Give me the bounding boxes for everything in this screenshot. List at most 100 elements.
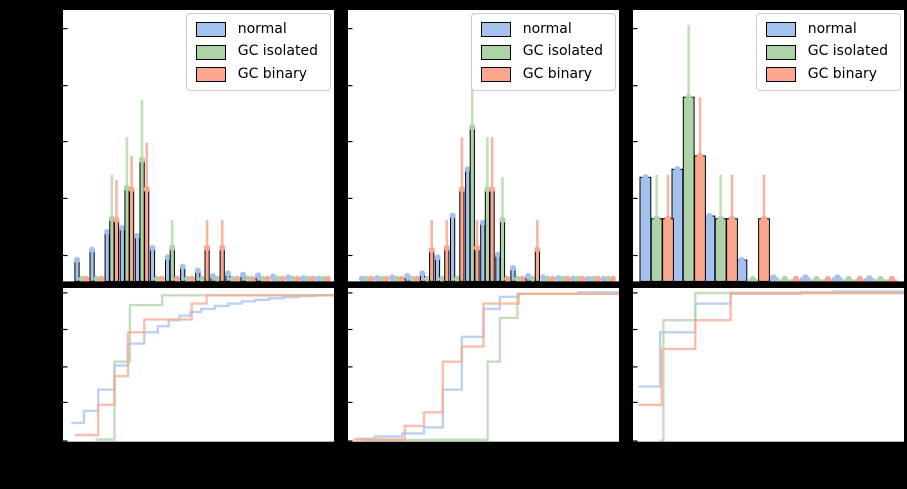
marker-dot-gc_isolated <box>574 275 582 282</box>
marker-dot-normal <box>239 271 247 278</box>
ecdf-line-gc_isolated <box>660 291 904 442</box>
y-axis-tick <box>63 292 68 294</box>
y-axis-tick <box>348 328 353 331</box>
legend-item-gc-isolated: GC isolated <box>195 43 318 60</box>
marker-dot-gc_binary <box>219 244 226 252</box>
marker-dot-normal <box>524 273 532 280</box>
histogram-plot-left <box>63 28 334 283</box>
y-axis-tick <box>633 28 638 30</box>
marker-dot-gc_isolated <box>229 275 236 282</box>
y-axis-tick <box>633 254 638 257</box>
y-axis-tick <box>633 197 638 199</box>
ecdf-plot-middle <box>348 291 619 443</box>
marker-dot-normal <box>73 256 81 264</box>
legend-label-gc-isolated: GC isolated <box>522 43 603 60</box>
legend-label-gc-isolated: GC isolated <box>237 43 318 60</box>
legend-label-normal: normal <box>807 21 857 37</box>
marker-dot-gc_binary <box>413 275 420 282</box>
marker-dot-gc_isolated <box>439 275 446 282</box>
marker-dot-normal <box>374 275 381 282</box>
hist-bar-gc_isolated <box>109 218 115 282</box>
marker-dot-gc_binary <box>564 275 571 282</box>
marker-dot-gc_isolated <box>484 186 491 193</box>
marker-dot-normal <box>194 267 201 274</box>
marker-dot-gc_isolated <box>154 275 161 282</box>
marker-dot-gc_binary <box>279 275 286 282</box>
marker-dot-gc_isolated <box>685 94 692 101</box>
hist-bar-gc_binary <box>459 188 465 282</box>
marker-dot-gc_binary <box>549 275 556 282</box>
hist-bar-gc_binary <box>204 247 210 282</box>
marker-dot-normal <box>419 270 426 277</box>
legend-label-gc-binary: GC binary <box>522 65 593 82</box>
legend-item-normal: normal <box>195 21 318 38</box>
legend-item-gc-isolated: GC isolated <box>765 43 888 60</box>
legend-item-gc-binary: GC binary <box>765 66 888 82</box>
hist-bar-gc_binary <box>694 155 706 282</box>
legend-item-gc-binary: GC binary <box>480 65 603 82</box>
y-axis-tick <box>63 28 68 30</box>
marker-dot-normal <box>674 166 681 173</box>
legend-swatch-gc-binary-icon <box>195 66 226 82</box>
marker-dot-gc_binary <box>473 244 481 252</box>
hist-panel-middle: normal GC isolated GC binary <box>348 10 619 283</box>
marker-dot-normal <box>770 274 777 281</box>
marker-dot-normal <box>449 212 456 219</box>
ecdf-line-gc_binary <box>638 291 904 406</box>
marker-dot-gc_binary <box>249 275 256 282</box>
hist-bar-normal <box>495 254 501 282</box>
marker-dot-normal <box>209 273 216 280</box>
marker-dot-gc_isolated <box>199 275 206 282</box>
marker-dot-gc_isolated <box>214 275 221 282</box>
marker-dot-normal <box>642 174 649 181</box>
marker-dot-gc_binary <box>83 275 90 282</box>
x-axis-line <box>63 441 334 443</box>
y-axis-tick <box>633 141 638 143</box>
hist-bar-normal <box>89 249 95 282</box>
marker-dot-normal <box>119 224 126 232</box>
marker-dot-gc_binary <box>383 275 390 282</box>
marker-dot-normal <box>358 275 366 282</box>
hist-bar-normal <box>119 227 125 282</box>
marker-dot-gc_isolated <box>93 275 100 282</box>
marker-dot-gc_binary <box>504 275 511 282</box>
histogram-plot-middle <box>348 28 619 283</box>
x-axis-baseline <box>63 281 334 283</box>
marker-dot-gc_binary <box>113 216 120 224</box>
marker-dot-gc_isolated <box>529 275 536 282</box>
marker-dot-gc_isolated <box>653 215 660 222</box>
y-axis-tick <box>63 197 68 199</box>
legend-swatch-gc-isolated-icon <box>195 44 226 60</box>
ecdf-line-gc_isolated <box>361 292 619 441</box>
marker-dot-gc_isolated <box>781 275 788 282</box>
marker-dot-gc_binary <box>143 186 150 193</box>
hist-bar-normal <box>134 235 141 282</box>
legend-label-normal: normal <box>522 21 572 37</box>
y-axis-tick <box>348 141 353 143</box>
marker-dot-normal <box>179 263 186 270</box>
marker-dot-normal <box>104 228 111 236</box>
marker-dot-gc_binary <box>368 275 375 282</box>
marker-dot-normal <box>164 254 171 261</box>
legend: normal GC isolated GC binary <box>470 13 616 92</box>
hist-bar-gc_binary <box>113 219 120 282</box>
marker-dot-gc_isolated <box>717 215 724 222</box>
marker-dot-gc_binary <box>204 244 211 252</box>
hist-panel-left: normal GC isolated GC binary <box>63 10 334 283</box>
hist-bar-normal <box>149 247 156 282</box>
marker-dot-gc_isolated <box>813 275 820 282</box>
marker-dot-gc_binary <box>188 275 196 282</box>
marker-dot-gc_isolated <box>423 275 431 282</box>
y-axis-tick <box>633 366 638 368</box>
hist-bar-gc_isolated <box>650 218 663 282</box>
marker-dot-normal <box>706 212 713 220</box>
ecdf-panel-left <box>63 288 334 443</box>
marker-dot-gc_binary <box>856 275 863 282</box>
legend-swatch-gc-binary-icon <box>480 66 511 82</box>
marker-dot-gc_isolated <box>514 275 521 282</box>
y-axis-tick <box>348 440 353 442</box>
marker-dot-normal <box>270 273 277 280</box>
marker-dot-gc_binary <box>609 275 616 282</box>
hist-bar-gc_isolated <box>124 187 130 282</box>
